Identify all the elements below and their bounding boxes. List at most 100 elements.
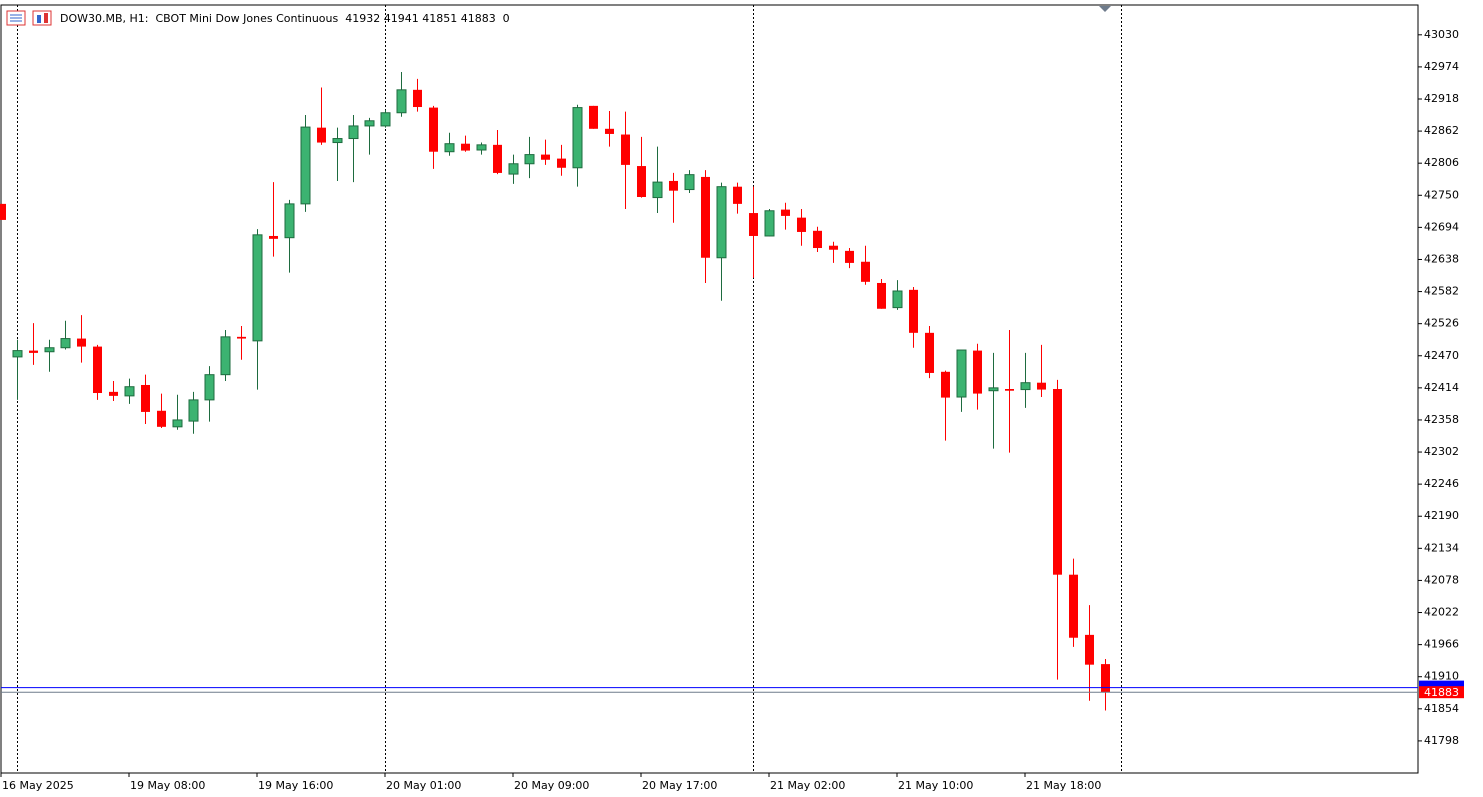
candle-body <box>637 166 646 197</box>
candle-body <box>589 105 598 129</box>
candle-body <box>93 346 102 394</box>
candle-body <box>557 158 566 168</box>
header-icons <box>6 10 52 26</box>
candle-body <box>669 180 678 191</box>
candle-body <box>988 387 999 392</box>
price-label: 41883 <box>1424 686 1459 699</box>
candle-body <box>252 234 263 342</box>
price-label-box <box>1419 686 1464 699</box>
icon <box>32 10 52 26</box>
candle-body <box>877 282 886 309</box>
x-tick-label: 19 May 16:00 <box>258 779 333 792</box>
y-tick-label: 43030 <box>1424 28 1459 41</box>
y-tick-label: 42470 <box>1424 349 1459 362</box>
candle-body <box>413 89 422 108</box>
candle-body <box>572 107 583 169</box>
y-tick-label: 42862 <box>1424 124 1459 137</box>
candle-body <box>925 332 934 373</box>
x-tick-label: 16 May 2025 <box>2 779 74 792</box>
y-tick-label: 42694 <box>1424 220 1459 233</box>
candle-body <box>716 186 727 259</box>
y-tick-label: 42078 <box>1424 573 1459 586</box>
candle-body <box>300 126 311 205</box>
candle-body <box>172 419 183 428</box>
candle-body <box>60 338 71 349</box>
y-tick-label: 42022 <box>1424 606 1459 619</box>
y-tick-label: 42918 <box>1424 92 1459 105</box>
y-tick-label: 41966 <box>1424 638 1459 651</box>
y-tick-label: 42750 <box>1424 188 1459 201</box>
candle-body <box>237 336 246 339</box>
icon <box>37 15 41 23</box>
candle-body <box>476 144 487 151</box>
x-tick-label: 20 May 17:00 <box>642 779 717 792</box>
candle-body <box>429 107 438 152</box>
y-tick-label: 42526 <box>1424 317 1459 330</box>
candle-body <box>1069 574 1078 638</box>
x-tick-label: 21 May 02:00 <box>770 779 845 792</box>
candle-body <box>317 127 326 143</box>
x-tick-label: 20 May 01:00 <box>386 779 461 792</box>
x-tick-label: 19 May 08:00 <box>130 779 205 792</box>
plot-area <box>0 4 1419 774</box>
candle-body <box>1101 664 1110 693</box>
x-tick-label: 21 May 18:00 <box>1026 779 1101 792</box>
candle-body <box>12 350 23 358</box>
candle-body <box>348 125 359 140</box>
candle-body <box>909 289 918 333</box>
candle-body <box>733 186 742 204</box>
candle-body <box>493 144 502 173</box>
y-tick-label: 42190 <box>1424 509 1459 522</box>
candle-body <box>701 176 710 258</box>
candle-body <box>29 350 38 353</box>
shift-marker <box>1099 6 1111 12</box>
candle-body <box>220 336 231 376</box>
candle-body <box>1020 382 1031 391</box>
candle-body <box>188 399 199 422</box>
candle-body <box>973 350 982 394</box>
candle-body <box>204 374 215 401</box>
candle-body <box>684 174 695 191</box>
candle-body <box>956 349 967 398</box>
y-tick-label: 42638 <box>1424 252 1459 265</box>
candle-body <box>1085 634 1094 665</box>
candle-body <box>797 217 806 232</box>
y-tick-label: 41910 <box>1424 670 1459 683</box>
candle-body <box>508 163 519 175</box>
y-tick-label: 42806 <box>1424 156 1459 169</box>
candle-body <box>284 203 295 239</box>
candle-body <box>141 384 150 412</box>
candle-body <box>749 213 758 236</box>
candle-body <box>444 143 455 153</box>
candle-body <box>524 154 535 165</box>
candle-body <box>605 128 614 134</box>
candle-body <box>652 181 663 199</box>
y-tick-label: 42582 <box>1424 285 1459 298</box>
icon <box>44 13 48 23</box>
candle-body <box>269 235 278 239</box>
x-tick-label: 21 May 10:00 <box>898 779 973 792</box>
candle-body <box>380 112 391 127</box>
candle-body <box>332 138 343 144</box>
candle-body <box>396 89 407 114</box>
y-tick-label: 41854 <box>1424 702 1459 715</box>
candle-body <box>941 371 950 398</box>
candle-body <box>892 290 903 309</box>
candle-body <box>813 230 822 249</box>
candle-body <box>1053 389 1062 575</box>
candle-body <box>621 134 630 165</box>
candle-body <box>157 410 166 427</box>
candle-body <box>845 250 854 263</box>
candle-body <box>541 154 550 160</box>
x-tick-label: 20 May 09:00 <box>514 779 589 792</box>
y-tick-label: 42302 <box>1424 445 1459 458</box>
candle-body <box>461 143 470 151</box>
y-tick-label: 41798 <box>1424 734 1459 747</box>
y-tick-label: 42134 <box>1424 541 1459 554</box>
candle-body <box>364 120 375 127</box>
candle-body <box>77 338 86 347</box>
candle-body <box>0 203 6 220</box>
candle-body <box>1005 389 1014 391</box>
candle-body <box>44 347 55 353</box>
